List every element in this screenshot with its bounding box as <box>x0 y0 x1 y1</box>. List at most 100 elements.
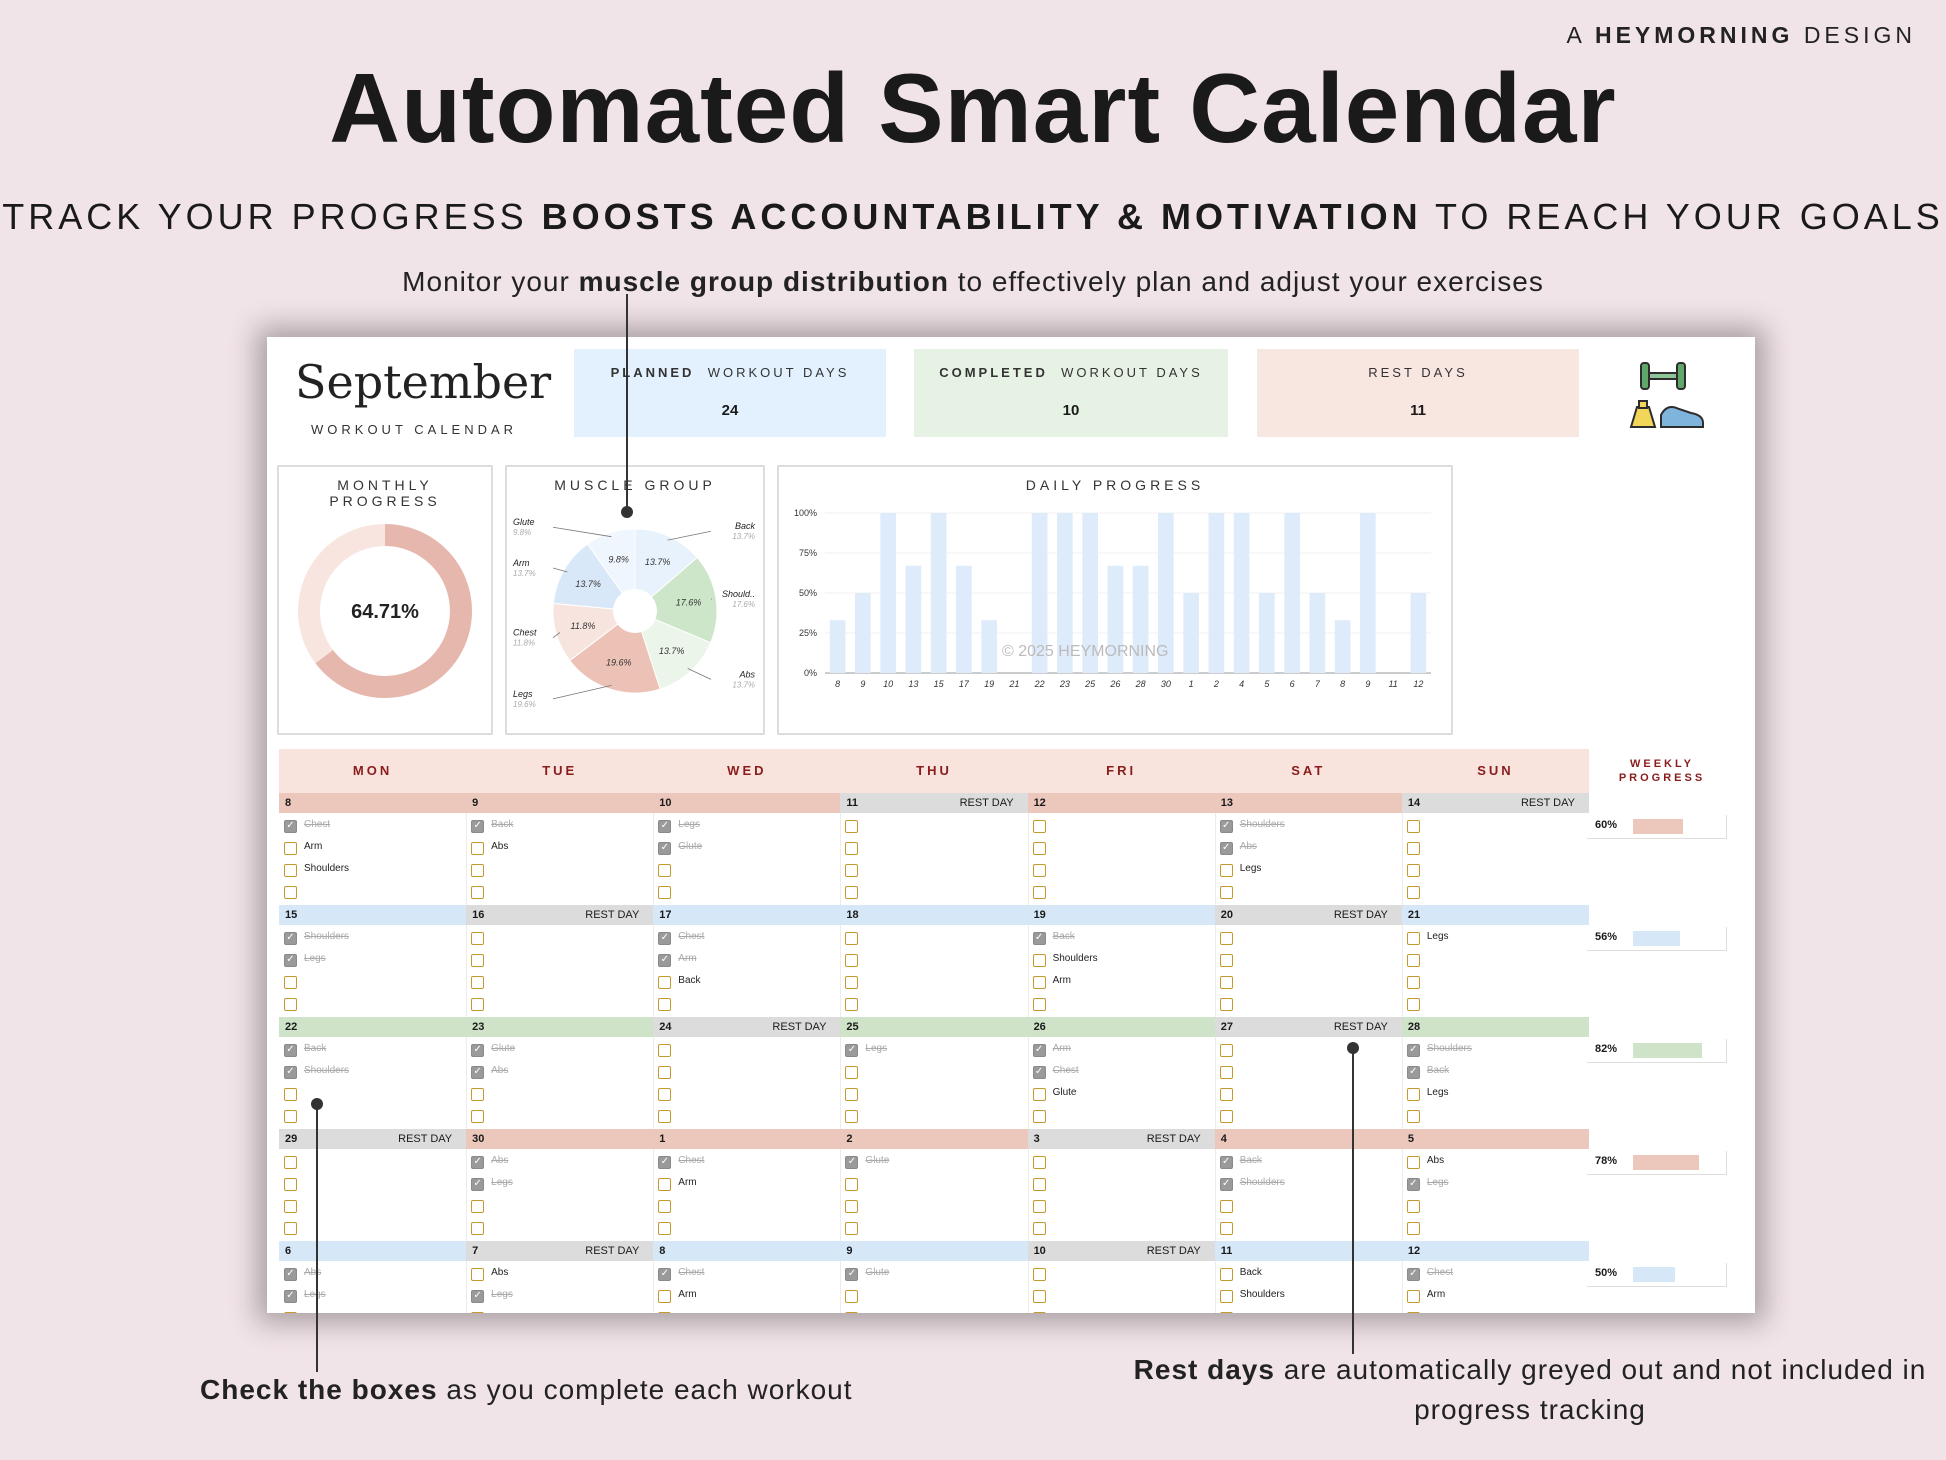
checkbox[interactable] <box>471 976 485 989</box>
checkbox[interactable] <box>845 1088 859 1101</box>
checkbox-checked[interactable]: ✓ <box>471 1178 485 1191</box>
checkbox[interactable] <box>1406 932 1420 945</box>
checkbox-checked[interactable]: ✓ <box>1219 842 1233 855</box>
checkbox[interactable] <box>471 842 485 855</box>
checkbox-checked[interactable]: ✓ <box>1032 1044 1046 1057</box>
checkbox-checked[interactable]: ✓ <box>471 1290 485 1303</box>
checkbox[interactable] <box>1032 1268 1046 1281</box>
checkbox-checked[interactable]: ✓ <box>284 1066 297 1079</box>
checkbox[interactable] <box>284 1088 297 1101</box>
checkbox[interactable] <box>1219 998 1233 1011</box>
checkbox[interactable] <box>471 1312 485 1313</box>
checkbox[interactable] <box>284 1110 297 1123</box>
checkbox[interactable] <box>1406 1312 1420 1313</box>
checkbox[interactable] <box>1406 842 1420 855</box>
checkbox[interactable] <box>845 1222 859 1235</box>
checkbox[interactable] <box>658 864 672 877</box>
checkbox[interactable] <box>1032 1156 1046 1169</box>
checkbox[interactable] <box>284 842 297 855</box>
checkbox[interactable] <box>1032 1178 1046 1191</box>
checkbox-checked[interactable]: ✓ <box>845 1268 859 1281</box>
checkbox[interactable] <box>658 1088 672 1101</box>
checkbox[interactable] <box>1406 1222 1420 1235</box>
checkbox[interactable] <box>845 1066 859 1079</box>
checkbox[interactable] <box>845 1312 859 1313</box>
checkbox-checked[interactable]: ✓ <box>658 932 672 945</box>
checkbox-checked[interactable]: ✓ <box>658 954 672 967</box>
checkbox[interactable] <box>1032 1312 1046 1313</box>
checkbox-checked[interactable]: ✓ <box>284 1268 297 1281</box>
checkbox[interactable] <box>845 820 859 833</box>
checkbox[interactable] <box>471 886 485 899</box>
checkbox[interactable] <box>845 1178 859 1191</box>
checkbox[interactable] <box>658 1178 672 1191</box>
checkbox-checked[interactable]: ✓ <box>284 1290 297 1303</box>
checkbox[interactable] <box>1032 886 1046 899</box>
checkbox[interactable] <box>1406 998 1420 1011</box>
checkbox[interactable] <box>1406 976 1420 989</box>
checkbox-checked[interactable]: ✓ <box>1406 1268 1420 1281</box>
checkbox[interactable] <box>658 1044 672 1057</box>
checkbox[interactable] <box>845 1290 859 1303</box>
checkbox[interactable] <box>1406 864 1420 877</box>
checkbox[interactable] <box>658 976 672 989</box>
checkbox[interactable] <box>658 1110 672 1123</box>
checkbox[interactable] <box>1406 1200 1420 1213</box>
checkbox[interactable] <box>471 998 485 1011</box>
checkbox[interactable] <box>471 1200 485 1213</box>
checkbox[interactable] <box>1032 1290 1046 1303</box>
checkbox-checked[interactable]: ✓ <box>1219 820 1233 833</box>
checkbox-checked[interactable]: ✓ <box>1032 1066 1046 1079</box>
checkbox[interactable] <box>658 1222 672 1235</box>
checkbox[interactable] <box>845 842 859 855</box>
checkbox[interactable] <box>1032 864 1046 877</box>
checkbox[interactable] <box>284 976 297 989</box>
checkbox[interactable] <box>1406 1156 1420 1169</box>
checkbox[interactable] <box>1406 1110 1420 1123</box>
checkbox[interactable] <box>1219 932 1233 945</box>
checkbox-checked[interactable]: ✓ <box>284 932 297 945</box>
checkbox[interactable] <box>1406 954 1420 967</box>
checkbox[interactable] <box>845 998 859 1011</box>
checkbox-checked[interactable]: ✓ <box>284 820 297 833</box>
checkbox[interactable] <box>471 864 485 877</box>
checkbox-checked[interactable]: ✓ <box>284 954 297 967</box>
checkbox[interactable] <box>471 1110 485 1123</box>
checkbox[interactable] <box>845 864 859 877</box>
checkbox-checked[interactable]: ✓ <box>845 1156 859 1169</box>
checkbox[interactable] <box>845 932 859 945</box>
checkbox[interactable] <box>1032 954 1046 967</box>
checkbox[interactable] <box>845 1110 859 1123</box>
checkbox[interactable] <box>1032 820 1046 833</box>
checkbox[interactable] <box>471 1088 485 1101</box>
checkbox-checked[interactable]: ✓ <box>658 1156 672 1169</box>
checkbox[interactable] <box>1219 1066 1233 1079</box>
checkbox[interactable] <box>845 1200 859 1213</box>
checkbox[interactable] <box>658 1200 672 1213</box>
checkbox-checked[interactable]: ✓ <box>1032 932 1046 945</box>
checkbox-checked[interactable]: ✓ <box>1219 1156 1233 1169</box>
checkbox[interactable] <box>1219 1200 1233 1213</box>
checkbox[interactable] <box>284 1200 297 1213</box>
checkbox[interactable] <box>284 1222 297 1235</box>
checkbox[interactable] <box>658 1290 672 1303</box>
checkbox[interactable] <box>284 998 297 1011</box>
checkbox[interactable] <box>1219 1312 1233 1313</box>
checkbox-checked[interactable]: ✓ <box>845 1044 859 1057</box>
checkbox[interactable] <box>845 886 859 899</box>
checkbox-checked[interactable]: ✓ <box>284 1044 297 1057</box>
checkbox[interactable] <box>1032 1088 1046 1101</box>
checkbox[interactable] <box>1032 998 1046 1011</box>
checkbox[interactable] <box>471 1222 485 1235</box>
checkbox[interactable] <box>1032 1110 1046 1123</box>
checkbox-checked[interactable]: ✓ <box>471 1066 485 1079</box>
checkbox[interactable] <box>1406 820 1420 833</box>
checkbox[interactable] <box>1219 1268 1233 1281</box>
checkbox[interactable] <box>1219 1044 1233 1057</box>
checkbox[interactable] <box>1219 954 1233 967</box>
checkbox-checked[interactable]: ✓ <box>1406 1178 1420 1191</box>
checkbox-checked[interactable]: ✓ <box>658 820 672 833</box>
checkbox[interactable] <box>471 932 485 945</box>
checkbox[interactable] <box>284 1156 297 1169</box>
checkbox[interactable] <box>658 886 672 899</box>
